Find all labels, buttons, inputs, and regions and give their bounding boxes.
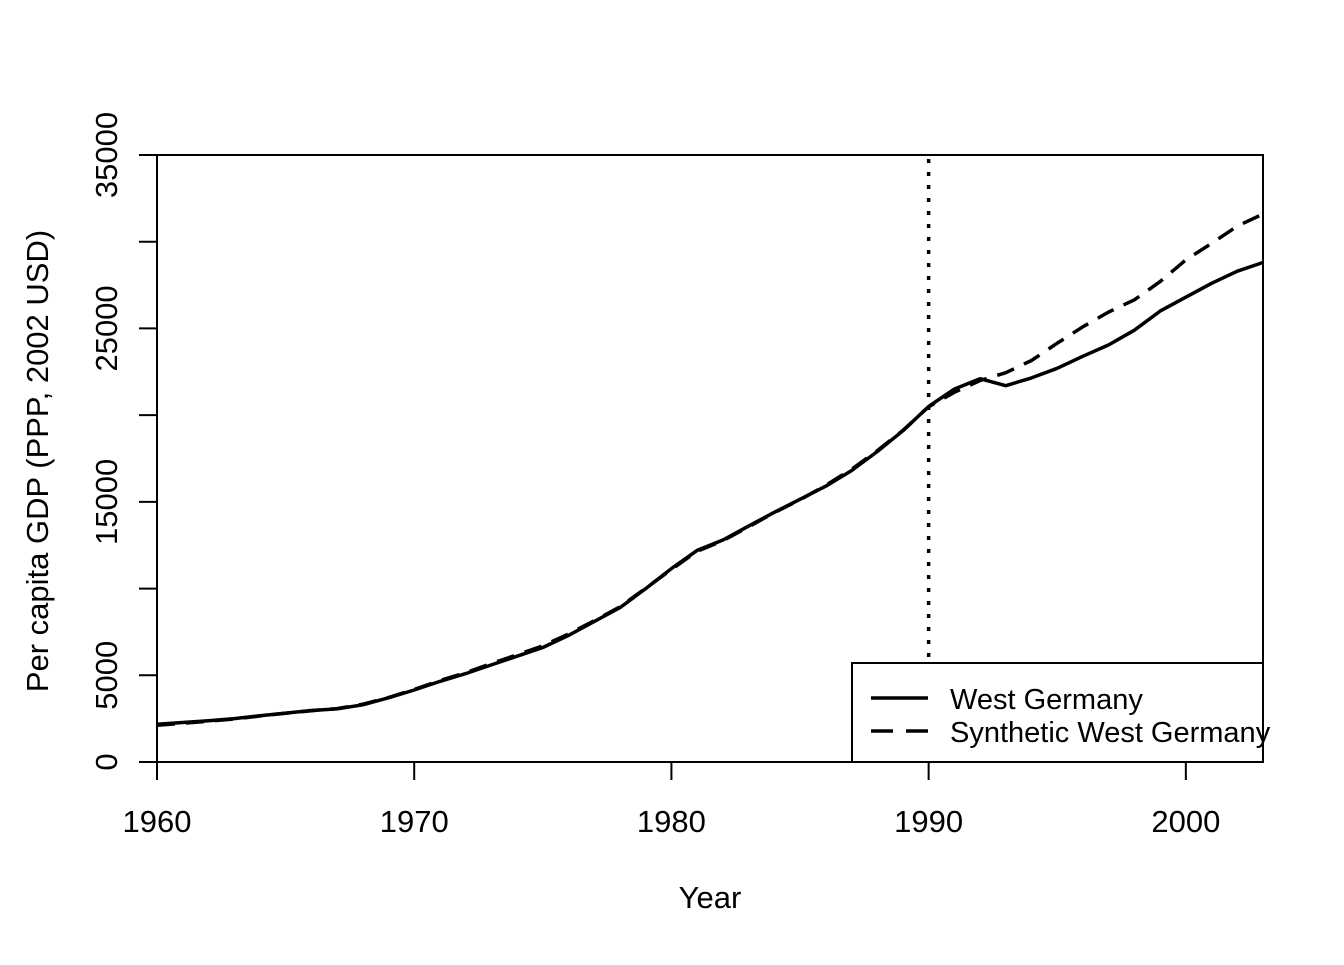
y-tick-label-25000: 25000 [89, 285, 124, 371]
y-tick-label-15000: 15000 [89, 459, 124, 545]
legend-label-synthetic-west-germany: Synthetic West Germany [950, 717, 1271, 749]
series-line-west-germany [156, 260, 1264, 726]
y-tick-label-35000: 35000 [89, 112, 124, 198]
y-tick-label-0: 0 [89, 753, 124, 770]
series-line-synthetic-west-germany [156, 212, 1264, 727]
legend-box [851, 662, 1264, 763]
x-tick-label-1990: 1990 [894, 804, 963, 839]
y-axis-title: Per capita GDP (PPP, 2002 USD) [20, 230, 55, 692]
x-tick-label-1970: 1970 [380, 804, 449, 839]
plot-box [156, 154, 1264, 763]
x-tick-label-1980: 1980 [637, 804, 706, 839]
x-tick-label-2000: 2000 [1151, 804, 1220, 839]
legend: West Germany Synthetic West Germany [851, 662, 1271, 763]
x-axis-title: Year [679, 880, 742, 915]
y-tick-label-5000: 5000 [89, 641, 124, 710]
legend-label-west-germany: West Germany [950, 684, 1143, 716]
x-tick-label-1960: 1960 [123, 804, 192, 839]
